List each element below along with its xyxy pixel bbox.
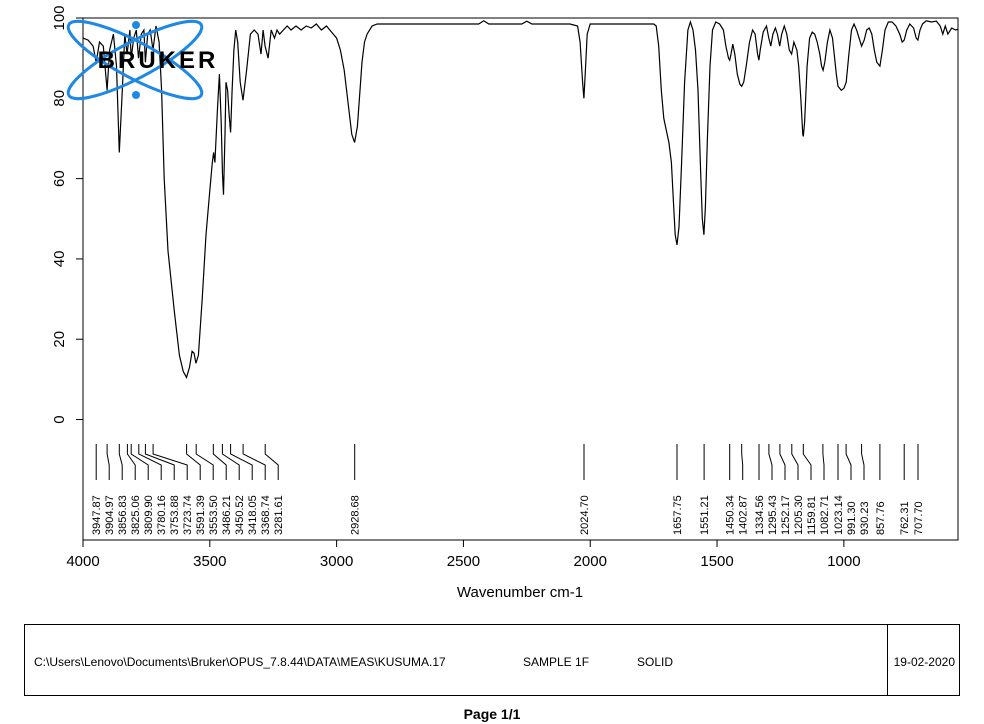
- peak-label: 3947.87: [91, 495, 103, 535]
- peak-marker: [741, 444, 744, 480]
- y-tick-label: 0: [51, 415, 68, 423]
- peak-label: 3904.97: [104, 495, 116, 535]
- file-path: C:\Users\Lenovo\Documents\Bruker\OPUS_7.…: [34, 655, 446, 669]
- peak-marker: [186, 444, 201, 480]
- x-tick-label: 3000: [320, 553, 353, 570]
- x-tick-label: 2500: [447, 553, 480, 570]
- peak-label: 1082.71: [819, 495, 831, 535]
- peak-marker: [845, 444, 852, 480]
- peak-label: 2024.70: [579, 495, 591, 535]
- y-tick-label: 40: [51, 251, 68, 268]
- peak-marker: [195, 444, 214, 480]
- plot-frame: [82, 17, 959, 541]
- plot-axes: [82, 17, 959, 541]
- x-tick-label: 3500: [193, 553, 226, 570]
- peak-marker: [118, 444, 123, 480]
- axis-ticks: 4000 3500 3000 2500 2000 1500 1000 0 20 40 60 80 100: [51, 5, 861, 570]
- x-tick-label: 4000: [66, 553, 99, 570]
- sample-state: SOLID: [637, 655, 674, 669]
- peak-label: 1205.30: [793, 495, 805, 535]
- peak-label: 1023.14: [833, 495, 845, 535]
- peak-label: 3856.83: [117, 495, 129, 535]
- peak-marker: [130, 444, 149, 480]
- peak-label: 3450.52: [234, 495, 246, 535]
- peak-label: 3418.05: [247, 495, 259, 535]
- peak-label: 1159.81: [806, 496, 818, 535]
- peak-label: 3486.21: [221, 495, 233, 535]
- peak-marker: [242, 444, 266, 480]
- footer-separator: [887, 625, 888, 695]
- sample-name: SAMPLE 1F: [523, 655, 590, 669]
- peak-label: 3591.39: [195, 495, 207, 535]
- peak-label: 1295.43: [767, 495, 779, 535]
- y-tick-label: 80: [51, 90, 68, 107]
- peak-marker: [768, 444, 773, 480]
- peak-marker: [126, 444, 136, 480]
- peak-marker: [144, 444, 175, 480]
- bruker-logo: BRUKER: [66, 19, 219, 101]
- peak-label: 1402.87: [738, 495, 750, 535]
- peak-marker: [152, 444, 188, 480]
- file-info-box: C:\Users\Lenovo\Documents\Bruker\OPUS_7.…: [24, 624, 960, 696]
- peak-label: 3723.74: [182, 495, 194, 535]
- peak-label: 3809.90: [143, 495, 155, 535]
- peak-markers: 3947.87 3904.97 3856.83 3825.06 3809.90 3780.…: [91, 444, 925, 535]
- y-tick-label: 20: [51, 331, 68, 348]
- peak-marker: [861, 444, 865, 480]
- peak-label: 930.23: [859, 501, 871, 535]
- peak-marker: [106, 444, 110, 480]
- page-number: Page 1/1: [463, 706, 521, 722]
- x-tick-label: 1000: [827, 553, 860, 570]
- peak-label: 3368.74: [260, 495, 272, 535]
- peak-marker: [822, 444, 825, 480]
- peak-label: 707.70: [913, 501, 925, 535]
- peak-label: 1657.75: [672, 495, 684, 535]
- spectrum-line: [82, 20, 959, 379]
- peak-label: 857.76: [875, 501, 887, 535]
- peak-label: 3825.06: [130, 495, 142, 535]
- x-tick-label: 2000: [574, 553, 607, 570]
- y-tick-label: 100: [51, 5, 68, 30]
- ir-spectrum-chart: 4000 3500 3000 2500 2000 1500 1000 0 20 40 60 80 100…: [51, 5, 959, 601]
- x-tick-label: 1500: [700, 553, 733, 570]
- peak-marker: [791, 444, 799, 480]
- measurement-date: 19-02-2020: [893, 655, 955, 669]
- peak-label: 2928.68: [350, 495, 362, 535]
- peak-label: 1551.21: [699, 495, 711, 535]
- peak-marker: [230, 444, 253, 480]
- peak-marker: [264, 444, 279, 480]
- peak-label: 1334.56: [754, 495, 766, 535]
- peak-label: 3753.88: [169, 495, 181, 535]
- peak-marker: [212, 444, 227, 480]
- peak-label: 762.31: [899, 501, 911, 535]
- peak-marker: [779, 444, 786, 480]
- peak-label: 1450.34: [725, 495, 737, 535]
- peak-label: 991.30: [846, 501, 858, 535]
- peak-label: 3553.50: [208, 495, 220, 535]
- peak-label: 3281.61: [273, 495, 285, 535]
- peak-marker: [221, 444, 240, 480]
- peak-marker: [138, 444, 162, 480]
- y-tick-label: 60: [51, 170, 68, 187]
- peak-label: 1252.17: [780, 495, 792, 535]
- svg-text:BRUKER: BRUKER: [98, 47, 219, 74]
- peak-marker: [802, 444, 812, 480]
- peak-label: 3780.16: [156, 495, 168, 535]
- x-axis-label: Wavenumber cm-1: [457, 584, 583, 601]
